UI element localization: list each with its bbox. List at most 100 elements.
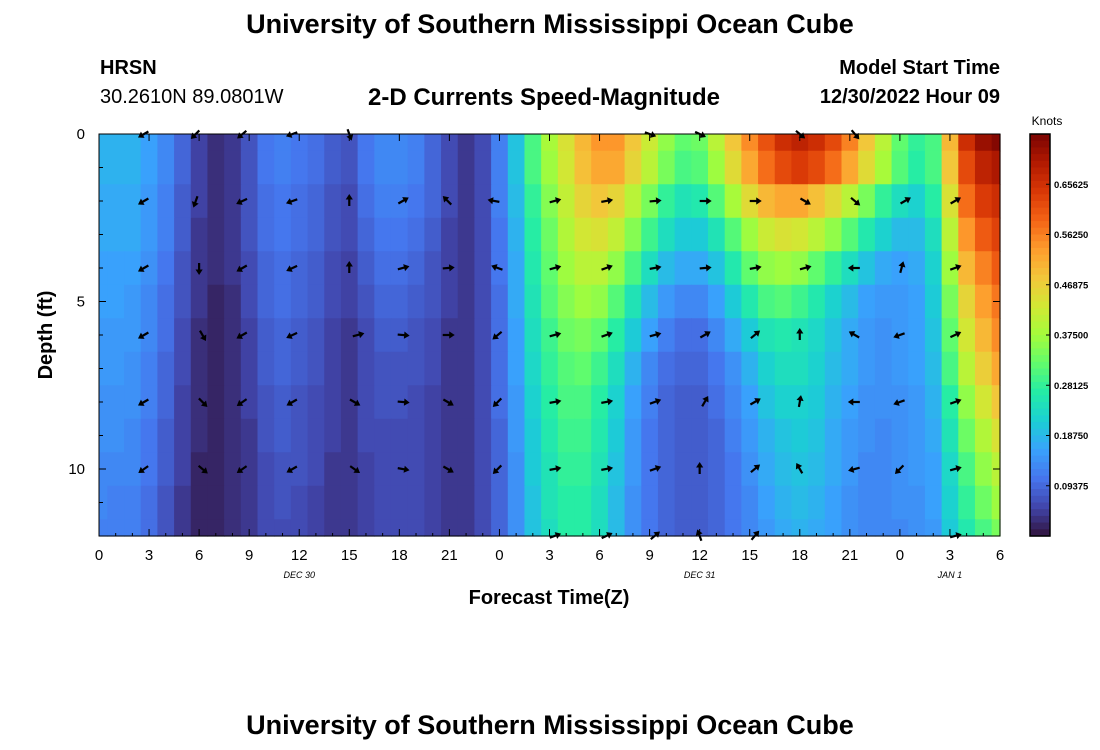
heatmap-cell bbox=[424, 418, 442, 453]
heatmap-cell bbox=[290, 519, 309, 537]
heatmap-cell bbox=[390, 184, 409, 219]
heatmap-cell bbox=[991, 150, 1001, 185]
heatmap-cell bbox=[758, 418, 776, 453]
heatmap-cell bbox=[541, 485, 559, 520]
heatmap-cell bbox=[307, 452, 325, 487]
heatmap-cell bbox=[841, 150, 859, 185]
heatmap-cell bbox=[591, 318, 609, 353]
heatmap-cell bbox=[457, 519, 476, 537]
heatmap-cell bbox=[207, 385, 225, 420]
heatmap-cell bbox=[624, 318, 642, 353]
heatmap-cell bbox=[624, 251, 642, 286]
heatmap-cell bbox=[507, 385, 526, 420]
colorbar-segment bbox=[1030, 274, 1050, 282]
current-arrow bbox=[442, 196, 453, 206]
heatmap-cell bbox=[124, 485, 142, 520]
colorbar-segment bbox=[1030, 335, 1050, 343]
heatmap-cell bbox=[357, 519, 375, 537]
heatmap-cell bbox=[891, 418, 909, 453]
heatmap-cell bbox=[824, 418, 843, 453]
y-axis-title: Depth (ft) bbox=[35, 291, 57, 380]
heatmap-cell bbox=[240, 284, 259, 319]
heatmap-cell bbox=[107, 134, 125, 152]
heatmap-cell bbox=[257, 134, 275, 152]
heatmap-cell bbox=[240, 485, 259, 520]
heatmap-cell bbox=[557, 134, 576, 152]
heatmap-cell bbox=[474, 134, 492, 152]
date-label: DEC 30 bbox=[283, 570, 315, 580]
current-arrow bbox=[699, 264, 712, 272]
colorbar-segment bbox=[1030, 174, 1050, 182]
heatmap-cell bbox=[290, 150, 309, 185]
heatmap-cell bbox=[758, 351, 776, 386]
current-arrow bbox=[397, 398, 410, 406]
colorbar-segment bbox=[1030, 140, 1050, 148]
heatmap-cell bbox=[607, 217, 626, 252]
heatmap-cell bbox=[441, 184, 459, 219]
heatmap-cell bbox=[541, 418, 559, 453]
heatmap-cell bbox=[674, 385, 692, 420]
heatmap-cell bbox=[624, 184, 642, 219]
heatmap-cell bbox=[307, 385, 325, 420]
heatmap-cell bbox=[340, 485, 359, 520]
x-tick-label: 6 bbox=[996, 547, 1004, 564]
heatmap-cell bbox=[891, 184, 909, 219]
x-tick-label: 15 bbox=[741, 547, 758, 564]
heatmap-cell bbox=[591, 184, 609, 219]
heatmap-cell bbox=[357, 150, 375, 185]
current-arrow bbox=[749, 197, 762, 205]
heatmap-cell bbox=[307, 318, 325, 353]
x-tick-label: 12 bbox=[291, 547, 308, 564]
heatmap-cell bbox=[941, 134, 959, 152]
heatmap-cell bbox=[624, 385, 642, 420]
colorbar-segment bbox=[1030, 489, 1050, 497]
heatmap-cell bbox=[190, 184, 209, 219]
heatmap-cell bbox=[424, 251, 442, 286]
colorbar-tick-label: 0.28125 bbox=[1054, 381, 1089, 392]
heatmap-cell bbox=[924, 418, 943, 453]
heatmap-cell bbox=[140, 318, 158, 353]
heatmap-cell bbox=[274, 251, 292, 286]
heatmap-cell bbox=[340, 385, 359, 420]
heatmap-cell bbox=[140, 251, 158, 286]
heatmap-cell bbox=[99, 318, 108, 353]
colorbar-segment bbox=[1030, 241, 1050, 249]
heatmap-cell bbox=[474, 217, 492, 252]
colorbar-segment bbox=[1030, 509, 1050, 517]
heatmap-cell bbox=[674, 418, 692, 453]
heatmap-cell bbox=[808, 318, 826, 353]
heatmap-cell bbox=[708, 351, 726, 386]
heatmap-cell bbox=[557, 351, 576, 386]
heatmap-cell bbox=[224, 418, 242, 453]
heatmap-cell bbox=[124, 150, 142, 185]
current-arrow bbox=[286, 264, 298, 272]
heatmap-cell bbox=[290, 217, 309, 252]
colorbar-segment bbox=[1030, 314, 1050, 323]
heatmap-cell bbox=[591, 251, 609, 286]
colorbar-segment bbox=[1030, 381, 1050, 390]
heatmap-cell bbox=[958, 318, 976, 353]
heatmap-cell bbox=[724, 385, 742, 420]
current-arrow bbox=[601, 331, 613, 338]
heatmap-cell bbox=[307, 519, 325, 537]
current-arrow bbox=[397, 264, 410, 272]
heatmap-cell bbox=[340, 134, 359, 152]
colorbar: 0.65625 0.56250 0.46875 0.37500 0.28125 0.187… bbox=[1029, 133, 1089, 537]
heatmap-cell bbox=[541, 150, 559, 185]
heatmap-cell bbox=[524, 519, 542, 537]
heatmap-cell bbox=[124, 184, 142, 219]
heatmap-cell bbox=[257, 519, 275, 537]
heatmap-cell bbox=[140, 150, 158, 185]
heatmap-cell bbox=[207, 217, 225, 252]
heatmap-cell bbox=[808, 251, 826, 286]
heatmap-cell bbox=[257, 452, 275, 487]
heatmap-cell bbox=[441, 485, 459, 520]
heatmap-cell bbox=[774, 284, 793, 319]
heatmap-cell bbox=[741, 385, 759, 420]
heatmap-cell bbox=[607, 150, 626, 185]
heatmap-cell bbox=[457, 150, 476, 185]
current-arrow bbox=[850, 196, 861, 206]
heatmap-cell bbox=[474, 351, 492, 386]
heatmap-cell bbox=[407, 150, 425, 185]
heatmap-cell bbox=[240, 519, 259, 537]
